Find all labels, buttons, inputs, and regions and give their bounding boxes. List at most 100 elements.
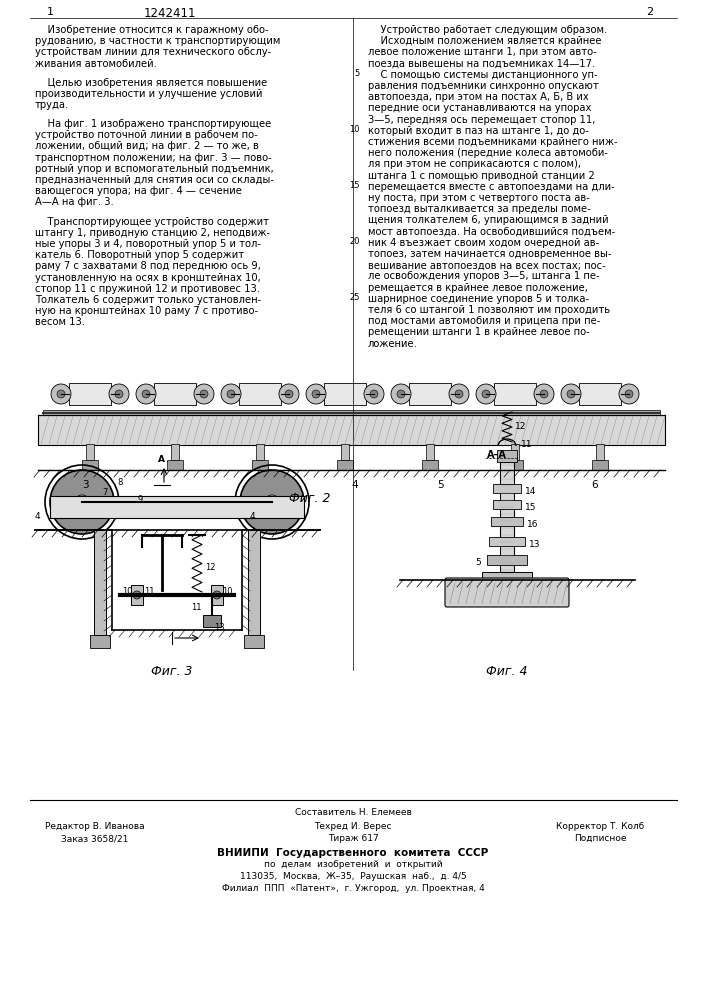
Text: 15: 15 xyxy=(349,181,360,190)
Ellipse shape xyxy=(50,470,114,534)
Ellipse shape xyxy=(240,470,304,534)
Bar xyxy=(256,444,264,460)
Text: 1242411: 1242411 xyxy=(144,7,197,20)
Bar xyxy=(50,496,304,518)
Text: ле освобождения упоров 3—5, штанга 1 пе-: ле освобождения упоров 3—5, штанга 1 пе- xyxy=(368,271,600,281)
Text: 10: 10 xyxy=(349,125,360,134)
Text: Филиал  ППП  «Патент»,  г. Ужгород,  ул. Проектная, 4: Филиал ППП «Патент», г. Ужгород, ул. Про… xyxy=(221,884,484,893)
Text: стижения всеми подъемниками крайнего ниж-: стижения всеми подъемниками крайнего ниж… xyxy=(368,137,618,147)
Text: Целью изобретения является повышение: Целью изобретения является повышение xyxy=(35,78,267,88)
Text: Транспортирующее устройство содержит: Транспортирующее устройство содержит xyxy=(35,217,269,227)
Text: 5: 5 xyxy=(355,69,360,78)
Bar xyxy=(324,383,366,405)
Bar xyxy=(422,460,438,470)
Text: Исходным положением является крайнее: Исходным положением является крайнее xyxy=(368,36,602,46)
Bar xyxy=(489,537,525,546)
Bar xyxy=(493,500,521,509)
Bar xyxy=(507,460,523,470)
Bar xyxy=(248,530,260,635)
Ellipse shape xyxy=(75,495,89,509)
Text: 11: 11 xyxy=(144,587,155,596)
Text: Фиг. 4: Фиг. 4 xyxy=(486,665,527,678)
Text: 9: 9 xyxy=(137,495,142,504)
Bar xyxy=(239,383,281,405)
Bar xyxy=(154,383,196,405)
Text: ремещении штанги 1 в крайнее левое по-: ремещении штанги 1 в крайнее левое по- xyxy=(368,327,590,337)
Bar xyxy=(337,460,353,470)
Circle shape xyxy=(482,390,490,398)
Text: 5: 5 xyxy=(475,558,481,567)
Text: раму 7 с захватами 8 под переднюю ось 9,: раму 7 с захватами 8 под переднюю ось 9, xyxy=(35,261,261,271)
Text: весом 13.: весом 13. xyxy=(35,317,85,327)
Text: Фиг. 2: Фиг. 2 xyxy=(289,492,331,505)
Circle shape xyxy=(136,384,156,404)
Bar xyxy=(497,450,517,462)
Text: 20: 20 xyxy=(349,237,360,246)
Text: который входит в паз на штанге 1, до до-: который входит в паз на штанге 1, до до- xyxy=(368,126,589,136)
Circle shape xyxy=(561,384,581,404)
Text: 16: 16 xyxy=(527,520,539,529)
Text: Тираж 617: Тираж 617 xyxy=(327,834,378,843)
Bar xyxy=(43,410,660,415)
Bar xyxy=(426,444,434,460)
Text: С помощью системы дистанционного уп-: С помощью системы дистанционного уп- xyxy=(368,70,597,80)
Text: щения толкателем 6, упирающимся в задний: щения толкателем 6, упирающимся в задний xyxy=(368,215,609,225)
Text: автопоезда, при этом на постах А, Б, В их: автопоезда, при этом на постах А, Б, В и… xyxy=(368,92,589,102)
Text: Подписное: Подписное xyxy=(574,834,626,843)
Text: вающегося упора; на фиг. 4 — сечение: вающегося упора; на фиг. 4 — сечение xyxy=(35,186,242,196)
Bar xyxy=(511,444,519,460)
Text: по  делам  изобретений  и  открытий: по делам изобретений и открытий xyxy=(264,860,443,869)
Circle shape xyxy=(534,384,554,404)
Bar xyxy=(494,383,536,405)
Circle shape xyxy=(625,390,633,398)
Bar xyxy=(82,460,98,470)
Text: перемещается вместе с автопоездами на дли-: перемещается вместе с автопоездами на дл… xyxy=(368,182,615,192)
Text: 13: 13 xyxy=(529,540,540,549)
Bar xyxy=(409,383,451,405)
Bar xyxy=(491,517,523,526)
Circle shape xyxy=(364,384,384,404)
Text: вешивание автопоездов на всех постах; пос-: вешивание автопоездов на всех постах; по… xyxy=(368,260,606,270)
Text: производительности и улучшение условий: производительности и улучшение условий xyxy=(35,89,262,99)
Bar xyxy=(167,460,183,470)
Text: ник 4 въезжает своим ходом очередной ав-: ник 4 въезжает своим ходом очередной ав- xyxy=(368,238,600,248)
Circle shape xyxy=(51,384,71,404)
Text: Изобретение относится к гаражному обо-: Изобретение относится к гаражному обо- xyxy=(35,25,269,35)
Text: транспортном положении; на фиг. 3 — пово-: транспортном положении; на фиг. 3 — пово… xyxy=(35,153,271,163)
Text: 10: 10 xyxy=(222,587,233,596)
Circle shape xyxy=(312,390,320,398)
Bar xyxy=(171,444,179,460)
Text: 3: 3 xyxy=(82,480,88,490)
Text: устройство поточной линии в рабочем по-: устройство поточной линии в рабочем по- xyxy=(35,130,258,140)
Circle shape xyxy=(213,591,221,599)
Text: 6: 6 xyxy=(592,480,598,490)
Text: 113035,  Москва,  Ж–35,  Раушская  наб.,  д. 4/5: 113035, Москва, Ж–35, Раушская наб., д. … xyxy=(240,872,467,881)
Bar xyxy=(493,484,521,493)
Text: Толкатель 6 содержит только установлен-: Толкатель 6 содержит только установлен- xyxy=(35,295,262,305)
Circle shape xyxy=(476,384,496,404)
Text: 3—5, передняя ось перемещает стопор 11,: 3—5, передняя ось перемещает стопор 11, xyxy=(368,115,595,125)
Text: устройствам линии для технического обслу-: устройствам линии для технического обслу… xyxy=(35,47,271,57)
Circle shape xyxy=(567,390,575,398)
Bar xyxy=(203,615,221,627)
Text: Составитель Н. Елемеев: Составитель Н. Елемеев xyxy=(295,808,411,817)
Text: труда.: труда. xyxy=(35,100,69,110)
Text: ные упоры 3 и 4, поворотный упор 5 и тол-: ные упоры 3 и 4, поворотный упор 5 и тол… xyxy=(35,239,261,249)
Text: 14: 14 xyxy=(525,487,537,496)
Circle shape xyxy=(57,390,65,398)
Text: 11: 11 xyxy=(191,603,201,612)
Text: ложение.: ложение. xyxy=(368,339,418,349)
Bar xyxy=(211,585,223,605)
Text: стопор 11 с пружиной 12 и противовес 13.: стопор 11 с пружиной 12 и противовес 13. xyxy=(35,284,260,294)
Text: 7: 7 xyxy=(102,488,107,497)
Text: Редактор В. Иванова: Редактор В. Иванова xyxy=(45,822,145,831)
Text: ремещается в крайнее левое положение,: ремещается в крайнее левое положение, xyxy=(368,283,588,293)
Text: На фиг. 1 изображено транспортирующее: На фиг. 1 изображено транспортирующее xyxy=(35,119,271,129)
Text: 12: 12 xyxy=(205,563,216,572)
Circle shape xyxy=(200,390,208,398)
Ellipse shape xyxy=(265,495,279,509)
Text: 4: 4 xyxy=(34,512,40,521)
FancyBboxPatch shape xyxy=(445,578,569,607)
Text: живания автомобилей.: живания автомобилей. xyxy=(35,59,157,69)
Circle shape xyxy=(142,390,150,398)
